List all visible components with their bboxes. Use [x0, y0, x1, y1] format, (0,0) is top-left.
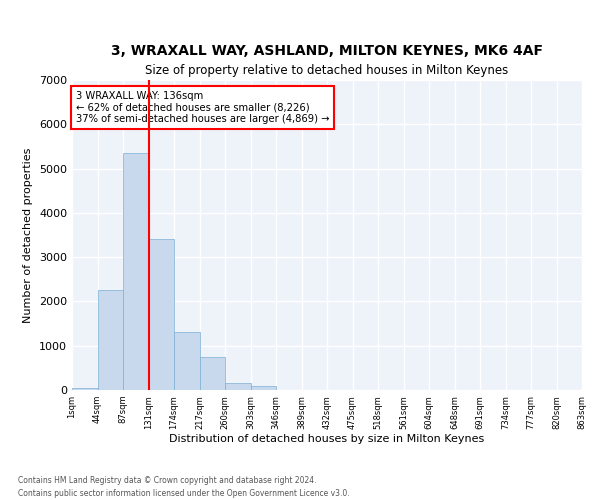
Bar — [97, 290, 123, 390]
Bar — [225, 384, 251, 390]
Bar — [251, 386, 276, 390]
Text: 3, WRAXALL WAY, ASHLAND, MILTON KEYNES, MK6 4AF: 3, WRAXALL WAY, ASHLAND, MILTON KEYNES, … — [111, 44, 543, 59]
Bar — [174, 332, 199, 390]
Bar — [123, 153, 149, 390]
Bar — [72, 388, 97, 390]
Text: Contains HM Land Registry data © Crown copyright and database right 2024.
Contai: Contains HM Land Registry data © Crown c… — [18, 476, 350, 498]
X-axis label: Distribution of detached houses by size in Milton Keynes: Distribution of detached houses by size … — [169, 434, 485, 444]
Bar — [199, 357, 225, 390]
Y-axis label: Number of detached properties: Number of detached properties — [23, 148, 34, 322]
Bar — [149, 240, 174, 390]
Text: 3 WRAXALL WAY: 136sqm
← 62% of detached houses are smaller (8,226)
37% of semi-d: 3 WRAXALL WAY: 136sqm ← 62% of detached … — [76, 91, 329, 124]
Title: Size of property relative to detached houses in Milton Keynes: Size of property relative to detached ho… — [145, 64, 509, 78]
